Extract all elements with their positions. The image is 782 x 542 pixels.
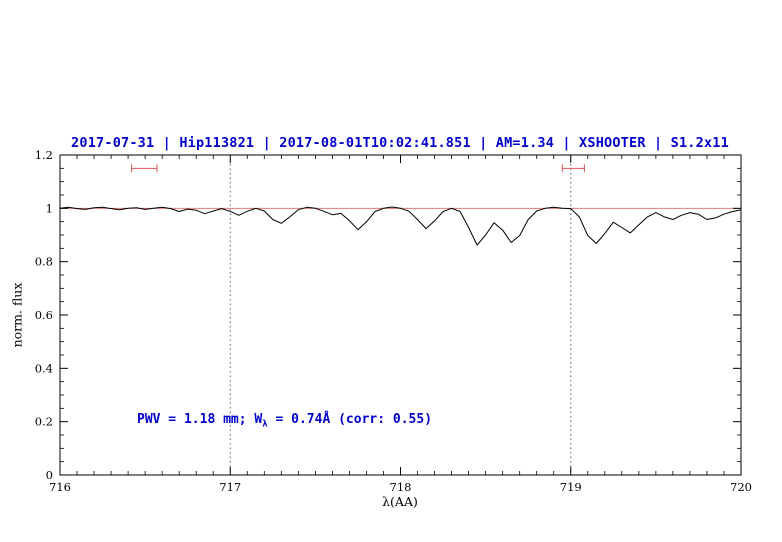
x-tick-label: 717 [219,480,241,494]
pwv-annotation: PWV = 1.18 mm; Wλ = 0.74Å (corr: 0.55) [137,412,432,430]
y-tick-label: 0.2 [35,415,53,429]
pwv-annotation-suffix: = 0.74Å (corr: 0.55) [267,412,433,427]
x-tick-label: 719 [560,480,582,494]
x-tick-label: 718 [390,480,412,494]
spectrum-line [59,206,742,246]
pwv-annotation-subscript: λ [262,419,268,430]
pwv-annotation-prefix: PWV = 1.18 mm; W [137,412,263,427]
x-axis-label: λ(AA) [382,494,418,509]
x-tick-label: 716 [49,480,71,494]
plot-title: 2017-07-31 | Hip113821 | 2017-08-01T10:0… [71,135,729,151]
y-tick-label: 1 [46,201,53,215]
y-tick-label: 0 [46,468,53,482]
y-tick-label: 1.2 [35,148,53,162]
y-tick-label: 0.4 [35,361,53,375]
y-axis-label: norm. flux [9,282,25,348]
y-tick-label: 0.6 [35,308,53,322]
y-tick-label: 0.8 [35,255,53,269]
x-tick-label: 720 [730,480,752,494]
